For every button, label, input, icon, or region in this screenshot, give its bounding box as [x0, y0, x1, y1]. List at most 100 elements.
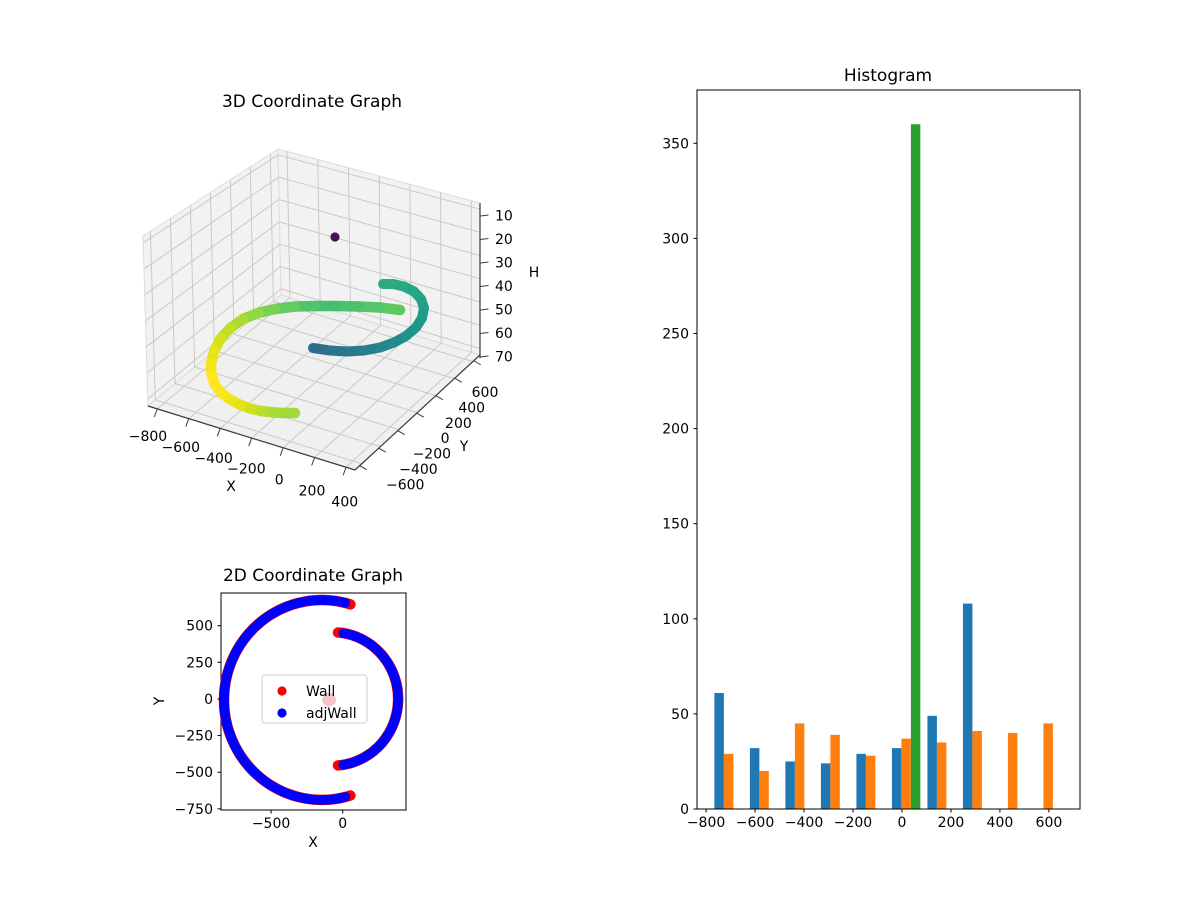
grid-line [145, 243, 281, 348]
x-tick-mark [216, 428, 221, 437]
plot-histogram: −800 −600 −400 −200 0 200 400 600 0 50 100 150 200 25… [662, 66, 1081, 831]
y-tick-label: −600 [386, 477, 424, 493]
tick-labels-histogram: −800 −600 −400 −200 0 200 400 600 0 50 100 150 200 25… [662, 136, 1062, 831]
plot3d-x-axis-label: X [226, 479, 236, 495]
y-tick-label: 0 [204, 692, 213, 708]
grid-line [280, 266, 481, 326]
y-tick-label: 600 [472, 385, 499, 401]
x-tick-label: 200 [938, 815, 965, 831]
y-tick-label: 200 [662, 422, 689, 438]
plot3d-z-axis-label: H [529, 265, 540, 281]
scatter-3d-data [205, 232, 429, 419]
x-tick-mark [342, 467, 347, 476]
y-tick-label: 250 [186, 655, 213, 671]
z-tick-label: 20 [495, 232, 513, 248]
x-tick-label: −400 [785, 815, 823, 831]
y-tick-mark [416, 412, 424, 418]
legend-marker-wall [277, 686, 287, 696]
histogram-bar [927, 715, 937, 809]
z-tick-mark [480, 308, 489, 311]
grid-line [277, 154, 481, 210]
x-tick-label: 400 [331, 494, 358, 510]
y-tick-mark [435, 395, 443, 401]
y-tick-label: 500 [186, 619, 213, 635]
y-tick-label: 150 [662, 517, 689, 533]
plot2d-title: 2D Coordinate Graph [223, 566, 403, 586]
x-tick-mark [248, 437, 253, 447]
histogram-title: Histogram [844, 66, 932, 86]
grid-line [314, 342, 442, 458]
axes-frame-histogram [696, 89, 1081, 810]
x-tick-label: −800 [687, 815, 725, 831]
z-tick-mark [480, 285, 489, 287]
z-tick-label: 40 [495, 279, 513, 295]
histogram-bar [759, 770, 769, 809]
plot-2d: −500 0 500 250 0 −250 −500 −750 Wall adjWall 2D… [152, 566, 407, 851]
legend-marker-adjwall [277, 708, 287, 718]
z-tick-mark [480, 261, 489, 264]
x-tick-mark [153, 408, 158, 418]
y-tick-label: 350 [662, 136, 689, 152]
y-tick-label: 200 [445, 416, 472, 432]
plot2d-x-axis-label: X [308, 835, 318, 851]
x-tick-label: 200 [299, 484, 326, 500]
z-tick-mark [480, 332, 489, 334]
z-tick-label: 60 [495, 326, 513, 342]
plot2d-y-axis-label: Y [152, 696, 168, 706]
x-tick-mark [311, 457, 316, 466]
y-tick-mark [454, 377, 462, 383]
y-tick-label: 0 [680, 802, 689, 818]
grid-line [142, 154, 279, 244]
y-tick-label: −200 [413, 447, 451, 463]
histogram-bar [910, 124, 921, 810]
y-tick-mark [473, 360, 481, 366]
adjwall-arc [338, 628, 403, 770]
y-tick-label: 100 [662, 612, 689, 628]
histogram-bar [856, 753, 866, 809]
histogram-bar [891, 748, 902, 809]
z-tick-label: 10 [495, 209, 513, 225]
y-tick-label: −250 [175, 729, 213, 745]
grid-line [143, 176, 279, 270]
histogram-bar [749, 748, 760, 809]
grid-line [279, 221, 481, 280]
plot3d-y-axis-label: Y [459, 439, 469, 455]
z-tick-mark [480, 214, 489, 217]
histogram-bar [785, 761, 795, 809]
x-tick-mark [279, 447, 284, 456]
plot-3d: −800−600−400−20002004006004002000−200−40… [129, 92, 539, 510]
grid-line [144, 199, 280, 296]
grid-lines-3d [142, 151, 481, 468]
x-tick-label: −600 [736, 815, 774, 831]
x-tick-label: 0 [275, 473, 284, 489]
adjwall-arc [219, 595, 351, 805]
y-tick-label: −400 [399, 462, 437, 478]
x-tick-label: −400 [194, 451, 232, 467]
scatter-2d-data [218, 594, 404, 806]
histogram-bar [901, 738, 911, 809]
legend: Wall adjWall [261, 674, 368, 724]
tick-labels-3d: −800−600−400−20002004006004002000−200−40… [129, 209, 513, 511]
grid-line [145, 221, 280, 322]
z-tick-label: 70 [495, 350, 513, 366]
legend-label-wall: Wall [306, 684, 335, 700]
y-tick-label: 400 [458, 400, 485, 416]
legend-label-adjwall: adjWall [306, 706, 357, 722]
y-tick-mark [359, 465, 367, 471]
x-tick-label: 600 [1036, 815, 1063, 831]
histogram-bar [1043, 723, 1053, 809]
grid-line [156, 297, 291, 410]
legend-box [261, 674, 368, 724]
grid-line [280, 288, 481, 350]
z-tick-mark [480, 238, 489, 240]
histogram-bar [972, 731, 982, 809]
histogram-bar [962, 603, 973, 809]
histogram-bar [723, 753, 734, 809]
grid-line [345, 352, 472, 468]
isolated-point [330, 232, 340, 242]
x-tick-label: −200 [834, 815, 872, 831]
grid-line [278, 199, 481, 257]
grid-line [146, 266, 281, 374]
